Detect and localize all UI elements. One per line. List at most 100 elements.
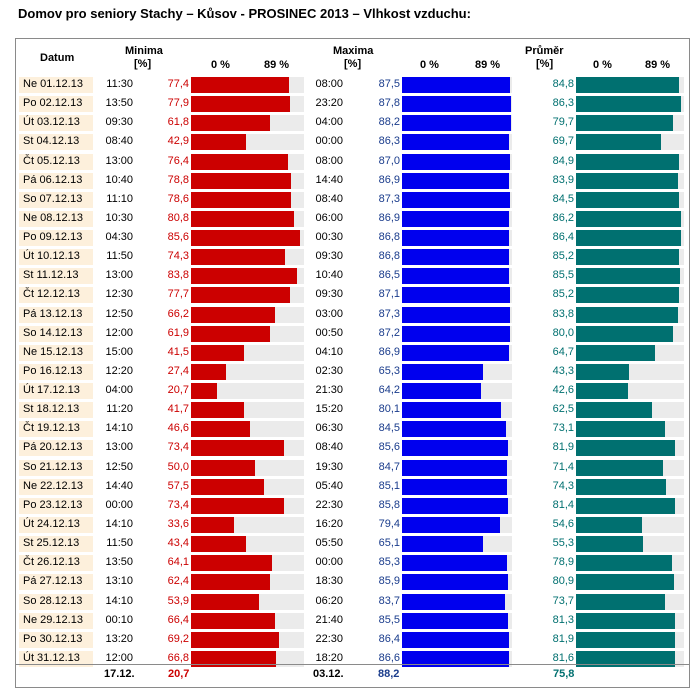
max-value: 86,9: [378, 173, 400, 186]
max-bar-track: [402, 344, 512, 361]
avg-bar-track: [576, 402, 684, 419]
max-time: 09:30: [315, 288, 343, 301]
min-value: 20,7: [167, 384, 189, 397]
min-value: 46,6: [167, 422, 189, 435]
date-cell: [19, 172, 93, 189]
max-bar: [402, 268, 509, 285]
min-value: 77,7: [167, 288, 189, 301]
min-time: 13:00: [105, 441, 133, 454]
max-bar: [402, 612, 508, 629]
min-bar: [191, 536, 247, 553]
avg-value: 81,3: [552, 613, 574, 626]
date-label: Po 23.12.13: [23, 498, 83, 511]
max-value: 87,2: [378, 326, 400, 339]
min-bar-track: [191, 172, 304, 189]
max-bar: [402, 96, 511, 113]
min-bar-track: [191, 77, 304, 93]
avg-value: 71,4: [552, 460, 574, 473]
min-bar: [191, 249, 286, 266]
max-bar: [402, 459, 507, 476]
max-bar: [402, 172, 510, 189]
max-value: 86,4: [378, 632, 400, 645]
date-cell: [19, 536, 93, 553]
date-cell: [19, 153, 93, 170]
avg-value: 84,9: [552, 154, 574, 167]
max-bar: [402, 230, 510, 247]
min-value: 80,8: [167, 211, 189, 224]
min-bar-track: [191, 306, 304, 323]
avg-bar: [576, 268, 680, 285]
max-time: 00:30: [315, 231, 343, 244]
min-value: 41,5: [167, 345, 189, 358]
avg-value: 62,5: [552, 403, 574, 416]
max-value: 87,3: [378, 307, 400, 320]
min-value: 73,4: [167, 498, 189, 511]
max-time: 21:40: [315, 613, 343, 626]
max-time: 04:00: [315, 116, 343, 129]
avg-value: 86,3: [552, 97, 574, 110]
max-value: 85,3: [378, 556, 400, 569]
max-time: 15:20: [315, 403, 343, 416]
avg-value: 81,4: [552, 498, 574, 511]
avg-value: 55,3: [552, 537, 574, 550]
min-bar: [191, 497, 285, 514]
avg-bar: [576, 383, 628, 400]
min-bar: [191, 77, 290, 93]
max-time: 18:20: [315, 651, 343, 664]
max-bar: [402, 536, 483, 553]
max-bar: [402, 497, 508, 514]
min-time: 12:00: [105, 651, 133, 664]
max-value: 86,8: [378, 231, 400, 244]
avg-bar: [576, 306, 678, 323]
min-value: 50,0: [167, 460, 189, 473]
date-label: Čt 26.12.13: [23, 556, 80, 569]
max-bar-track: [402, 574, 512, 591]
min-bar: [191, 593, 260, 610]
date-label: Po 09.12.13: [23, 231, 83, 244]
max-time: 00:00: [315, 556, 343, 569]
min-bar: [191, 516, 234, 533]
min-bar: [191, 210, 294, 227]
min-time: 14:10: [105, 422, 133, 435]
min-time: 04:00: [105, 384, 133, 397]
avg-bar: [576, 363, 629, 380]
avg-bar-track: [576, 191, 684, 208]
min-bar-track: [191, 440, 304, 457]
min-bar-track: [191, 421, 304, 438]
header-max-scale-start: 0 %: [420, 59, 439, 71]
avg-bar-track: [576, 612, 684, 629]
min-value: 66,2: [167, 307, 189, 320]
max-bar: [402, 421, 507, 438]
min-bar: [191, 287, 290, 304]
date-cell: [19, 191, 93, 208]
min-time: 11:20: [106, 403, 133, 416]
header-prumer: Průměr: [525, 45, 564, 57]
max-value: 85,8: [378, 498, 400, 511]
date-cell: [19, 631, 93, 648]
avg-value: 83,9: [552, 173, 574, 186]
footer-avg-value: 75,8: [553, 668, 575, 680]
min-value: 78,8: [167, 173, 189, 186]
max-time: 06:20: [315, 594, 343, 607]
max-time: 04:10: [315, 345, 343, 358]
max-bar-track: [402, 172, 512, 189]
date-label: Čt 05.12.13: [23, 154, 80, 167]
min-value: 77,9: [167, 97, 189, 110]
max-value: 85,9: [378, 575, 400, 588]
max-value: 87,3: [378, 192, 400, 205]
min-value: 74,3: [167, 250, 189, 263]
min-bar: [191, 631, 279, 648]
max-bar-track: [402, 459, 512, 476]
footer-divider: [15, 664, 690, 665]
min-time: 00:00: [105, 498, 133, 511]
min-bar: [191, 230, 300, 247]
max-bar-track: [402, 631, 512, 648]
min-time: 12:00: [105, 326, 133, 339]
min-time: 11:50: [106, 537, 133, 550]
date-cell: [19, 612, 93, 629]
avg-bar: [576, 612, 675, 629]
min-value: 42,9: [167, 135, 189, 148]
avg-value: 54,6: [552, 517, 574, 530]
min-time: 15:00: [105, 345, 133, 358]
max-value: 84,5: [378, 422, 400, 435]
